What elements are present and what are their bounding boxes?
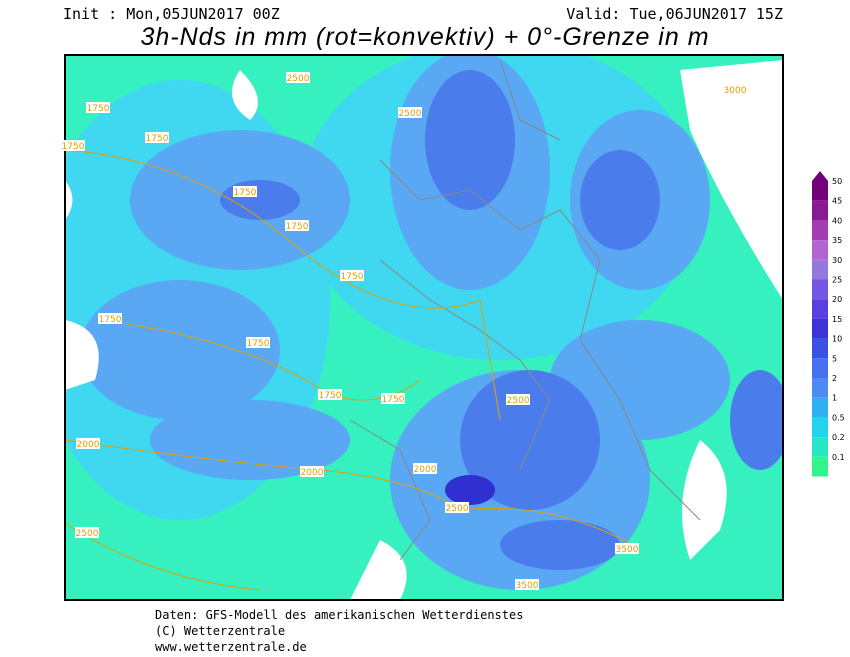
contour-label-bg: [86, 102, 110, 113]
colorbar-label: 0.5: [832, 413, 845, 422]
contour-label-bg: [398, 107, 422, 118]
colorbar-label: 5: [832, 354, 837, 363]
colorbar-label: 20: [832, 295, 842, 304]
contour-label: 2500: [507, 396, 530, 406]
contour-label-bg: [145, 132, 169, 143]
map-area: [64, 54, 784, 601]
contour-label: 2000: [414, 465, 437, 475]
colorbar-label: 2: [832, 374, 837, 383]
contour-label-bg: [340, 270, 364, 281]
colorbar-swatch: [812, 417, 828, 438]
contour-label: 3500: [516, 581, 539, 591]
contour-label-bg: [381, 393, 405, 404]
footer-line: Daten: GFS-Modell des amerikanischen Wet…: [155, 608, 523, 622]
contour-label-bg: [233, 186, 257, 197]
contour-label: 2000: [301, 468, 324, 478]
contour-label: 1750: [382, 395, 405, 405]
contour-label-bg: [413, 463, 437, 474]
colorbar-label: 35: [832, 236, 842, 245]
valid-time: Valid: Tue,06JUN2017 15Z: [566, 5, 783, 23]
contour-label-bg: [300, 466, 324, 477]
colorbar-swatch: [812, 279, 828, 300]
contour-label: 1750: [87, 104, 110, 114]
colorbar-swatch: [812, 378, 828, 398]
contour-label: 1750: [99, 315, 122, 325]
contour-label-bg: [61, 140, 85, 151]
footer-line: www.wetterzentrale.de: [155, 640, 307, 654]
contour-label: 2500: [287, 74, 310, 84]
contour-label: 1750: [286, 222, 309, 232]
contour-label-bg: [98, 313, 122, 324]
colorbar-swatch: [812, 437, 828, 457]
contour-label: 1750: [247, 339, 270, 349]
contour-label: 1750: [146, 134, 169, 144]
contour-label: 2500: [76, 529, 99, 539]
colorbar-swatch: [812, 200, 828, 221]
contour-label: 1750: [319, 391, 342, 401]
contour-label-bg: [75, 527, 99, 538]
colorbar-tip: [812, 171, 828, 181]
colorbar-label: 50: [832, 177, 842, 186]
contour-label-bg: [506, 394, 530, 405]
colorbar-swatch: [812, 299, 828, 319]
contour-label-bg: [515, 579, 539, 590]
contour-label-bg: [246, 337, 270, 348]
init-time: Init : Mon,05JUN2017 00Z: [63, 5, 280, 23]
colorbar-label: 40: [832, 216, 842, 225]
colorbar-label: 10: [832, 335, 842, 344]
contour-label-bg: [318, 389, 342, 400]
contour-label-bg: [76, 438, 100, 449]
colorbar-swatch: [812, 358, 828, 378]
contour-label-bg: [615, 543, 639, 554]
colorbar-label: 15: [832, 315, 842, 324]
contour-label: 1750: [341, 272, 364, 282]
colorbar-swatch: [812, 259, 828, 280]
contour-label-bg: [286, 72, 310, 83]
colorbar-label: 1: [832, 394, 837, 403]
colorbar-swatch: [812, 318, 828, 339]
contour-label-bg: [285, 220, 309, 231]
colorbar-label: 30: [832, 256, 842, 265]
colorbar-label: 0.1: [832, 453, 845, 462]
contour-label: 3500: [616, 545, 639, 555]
contour-label: 3000: [724, 86, 747, 96]
colorbar-swatch: [812, 220, 828, 241]
contour-label-bg: [445, 502, 469, 513]
contour-label: 1750: [234, 188, 257, 198]
contour-label: 2500: [399, 109, 422, 119]
colorbar-label: 45: [832, 197, 842, 206]
contour-label: 2500: [446, 504, 469, 514]
colorbar-swatch: [812, 397, 828, 418]
contour-label: 1750: [62, 142, 85, 152]
colorbar-swatch: [812, 338, 828, 359]
colorbar-swatch: [812, 181, 828, 201]
colorbar-label: 25: [832, 276, 842, 285]
colorbar-label: 0.2: [832, 433, 845, 442]
contour-label-bg: [723, 84, 747, 95]
footer-line: (C) Wetterzentrale: [155, 624, 285, 638]
map-title: 3h-Nds in mm (rot=konvektiv) + 0°-Grenze…: [140, 23, 709, 51]
colorbar-swatch: [812, 456, 828, 477]
colorbar-swatch: [812, 240, 828, 260]
contour-label: 2000: [77, 440, 100, 450]
